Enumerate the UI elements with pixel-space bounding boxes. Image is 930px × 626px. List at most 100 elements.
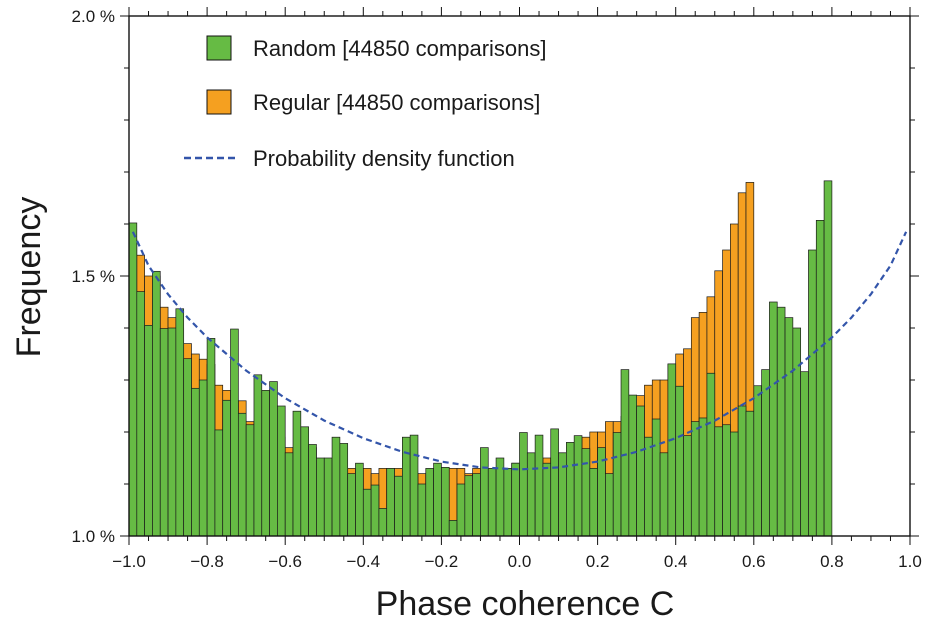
random-bar <box>503 468 513 537</box>
y-tick-label: 2.0 % <box>72 7 115 26</box>
random-bar <box>253 374 263 537</box>
random-bar <box>761 369 770 537</box>
random-bar <box>308 444 317 537</box>
x-tick-label: −0.8 <box>190 552 224 571</box>
random-bar <box>378 508 388 537</box>
random-bar <box>261 390 270 537</box>
x-tick-label: −0.4 <box>347 552 381 571</box>
random-bar <box>581 448 591 537</box>
random-bar <box>386 468 395 537</box>
random-bar <box>659 452 669 537</box>
random-bar <box>456 483 466 537</box>
random-bar <box>612 432 622 537</box>
random-bar <box>706 372 716 537</box>
legend-label-random: Random [44850 comparisons] <box>253 36 547 61</box>
y-axis-ticks: 1.0 % 1.5 % 2.0 % <box>72 7 115 546</box>
random-bar <box>776 306 786 537</box>
random-bar <box>589 468 598 537</box>
y-tick-label: 1.5 % <box>72 267 115 286</box>
random-bar <box>206 338 216 537</box>
random-bar <box>339 443 349 537</box>
x-tick-label: −1.0 <box>112 552 146 571</box>
random-bar <box>331 436 341 537</box>
random-bar <box>198 379 208 537</box>
legend-label-pdf: Probability density function <box>253 146 515 171</box>
random-bar <box>292 410 302 537</box>
random-bar <box>191 387 200 537</box>
random-bar <box>792 327 802 537</box>
x-tick-label: 0.8 <box>820 552 844 571</box>
random-bar <box>800 371 809 537</box>
random-bar <box>808 249 817 537</box>
x-tick-label: 0.6 <box>742 552 766 571</box>
random-bar <box>175 308 185 537</box>
random-bar <box>683 435 692 537</box>
y-tick-label: 1.0 % <box>72 527 115 546</box>
random-bar <box>620 369 630 537</box>
axis-ticks <box>120 7 919 545</box>
x-tick-label: −0.6 <box>268 552 302 571</box>
x-tick-label: 1.0 <box>898 552 922 571</box>
random-bar <box>558 452 567 537</box>
legend-label-regular: Regular [44850 comparisons] <box>253 90 540 115</box>
random-bar <box>769 301 778 537</box>
random-bar <box>675 385 684 537</box>
random-bar <box>159 328 169 537</box>
random-bar <box>550 428 559 537</box>
random-bar <box>784 317 794 537</box>
random-bar <box>605 473 614 537</box>
random-bar <box>722 424 731 537</box>
random-bar <box>464 475 473 537</box>
random-bar <box>409 434 419 537</box>
random-bar <box>644 436 653 537</box>
random-bar <box>167 327 177 537</box>
random-bar <box>222 399 231 537</box>
random-bar <box>480 447 489 537</box>
random-bar <box>519 432 528 537</box>
y-axis-title: Frequency <box>10 197 48 358</box>
random-bar <box>237 412 247 537</box>
random-bar <box>433 462 442 537</box>
random-bar <box>128 222 138 537</box>
random-bar <box>667 363 677 537</box>
x-tick-label: 0.4 <box>664 552 688 571</box>
random-bar <box>355 462 364 537</box>
random-bar <box>651 418 661 537</box>
random-bar <box>628 394 638 537</box>
random-bar <box>730 431 739 537</box>
x-tick-label: −0.2 <box>425 552 459 571</box>
random-bar <box>425 468 434 537</box>
random-bar <box>534 434 544 537</box>
random-bar <box>472 473 481 537</box>
legend: Random [44850 comparisons] Regular [4485… <box>184 35 547 171</box>
random-bar <box>277 405 286 537</box>
random-bar <box>526 452 536 537</box>
random-bar <box>417 483 427 537</box>
random-bar <box>269 381 278 537</box>
random-bar <box>566 442 575 537</box>
random-bar <box>690 421 700 537</box>
random-bar <box>183 358 192 537</box>
random-bar <box>495 457 505 537</box>
random-bar <box>245 424 255 537</box>
random-bar <box>573 435 583 537</box>
random-bar <box>214 429 224 537</box>
random-bar <box>737 405 747 537</box>
random-bar <box>316 457 325 537</box>
random-bar <box>323 457 333 537</box>
random-bar <box>823 180 833 537</box>
random-bar <box>144 325 153 537</box>
x-axis-title: Phase coherence C <box>376 585 675 623</box>
legend-swatch-regular <box>206 89 232 115</box>
x-axis-ticks: −1.0 −0.8 −0.6 −0.4 −0.2 0.0 0.2 0.4 0.6 0.8 1.0 <box>112 552 922 571</box>
random-bar <box>636 405 645 537</box>
random-bar <box>362 488 372 537</box>
random-bar <box>511 462 520 537</box>
random-bar <box>815 220 825 537</box>
random-bar <box>745 410 755 537</box>
legend-swatch-random <box>206 35 232 61</box>
random-bar <box>300 426 309 537</box>
random-bar <box>370 484 380 537</box>
random-bar <box>542 462 552 537</box>
